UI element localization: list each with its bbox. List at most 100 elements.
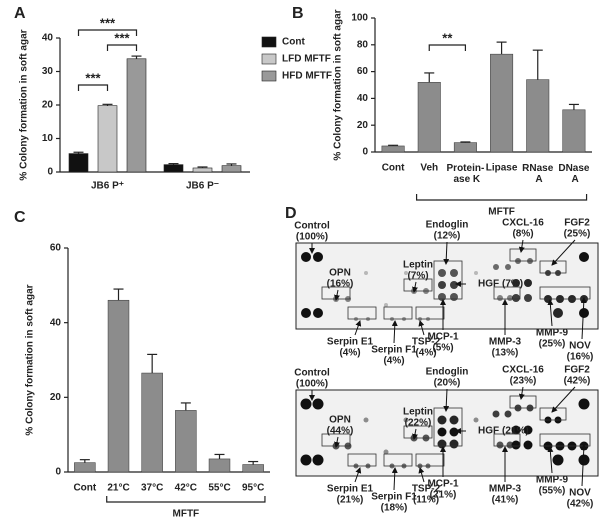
- y-axis-label: % Colony formation in soft agar: [19, 29, 30, 180]
- spot-name: FGF2: [564, 218, 590, 229]
- x-tick-label: Cont: [382, 163, 405, 174]
- spot-name: TSP-2: [412, 484, 441, 495]
- arrow: [443, 388, 450, 412]
- blot-spot: [578, 454, 590, 466]
- blot-spot: [301, 308, 311, 318]
- panel-label: A: [14, 5, 26, 22]
- blot-spot: [312, 454, 324, 466]
- significance-label: ***: [85, 70, 101, 85]
- bar: [68, 153, 89, 173]
- spot-percent: (7%): [407, 271, 428, 282]
- blot-spot: [438, 293, 446, 301]
- bar: [97, 105, 118, 173]
- blot-spot: [504, 410, 512, 418]
- spot-name: Control: [294, 368, 330, 379]
- spot-name: MMP-9: [536, 328, 569, 339]
- blot-spot: [449, 427, 459, 437]
- blot-spot: [450, 269, 458, 277]
- blot-spot: [505, 264, 511, 270]
- blot-spot: [403, 417, 409, 423]
- blot-spot: [437, 439, 447, 449]
- blot-spot: [404, 271, 408, 275]
- spot-box: [403, 278, 433, 292]
- blot-spot: [578, 398, 590, 410]
- arrow: [391, 467, 398, 491]
- significance-bracket: [77, 29, 138, 36]
- significance-label: ***: [114, 30, 130, 45]
- spot-percent: (100%): [296, 232, 328, 243]
- spot-box: [539, 433, 591, 447]
- x-tick-label: JB6 P⁻: [186, 181, 219, 192]
- spot-percent: (42%): [567, 499, 594, 510]
- blot-spot: [474, 271, 478, 275]
- spot-box: [383, 453, 413, 467]
- legend-label: Cont: [282, 37, 305, 48]
- bar: [562, 109, 586, 153]
- spot-percent: (8%): [512, 229, 533, 240]
- y-tick-label: 40: [50, 317, 62, 328]
- spot-percent: (42%): [564, 376, 591, 387]
- bar: [163, 164, 184, 173]
- spot-name: Serpin F1: [371, 492, 417, 503]
- spot-percent: (100%): [296, 379, 328, 390]
- bar: [208, 458, 231, 473]
- spot-box: [347, 306, 377, 320]
- bar: [242, 464, 264, 473]
- bar: [74, 462, 96, 473]
- bar: [526, 79, 550, 153]
- blot-spot: [511, 425, 521, 435]
- blot-spot: [492, 410, 500, 418]
- blot-spot: [497, 295, 503, 301]
- blot: [295, 389, 599, 477]
- spot-name: Leptin: [403, 260, 433, 271]
- spot-box: [347, 453, 377, 467]
- spot-name: Control: [294, 221, 330, 232]
- blot-spot: [437, 415, 447, 425]
- group-label: MFTF: [173, 509, 200, 520]
- x-tick-label: Lipase: [486, 163, 518, 174]
- spot-name: MMP-9: [536, 475, 569, 486]
- spot-name: MMP-3: [489, 484, 522, 495]
- spot-percent: (5%): [432, 343, 453, 354]
- x-tick-label: JB6 P⁺: [91, 181, 124, 192]
- arrow: [551, 386, 576, 413]
- blot-spot: [524, 279, 532, 287]
- arrow: [443, 241, 450, 265]
- spot-percent: (12%): [434, 231, 461, 242]
- arrow: [334, 289, 340, 301]
- panel-label: B: [292, 5, 304, 22]
- spot-name: CXCL-16: [502, 365, 544, 376]
- arrow: [412, 428, 418, 440]
- arrow: [551, 239, 576, 266]
- blot-spot: [473, 417, 479, 423]
- spot-name: Leptin: [403, 407, 433, 418]
- blot-spot: [579, 308, 589, 318]
- spot-percent: (20%): [434, 378, 461, 389]
- spot-percent: (18%): [381, 503, 408, 514]
- blot-spot: [553, 308, 563, 318]
- group-label: MFTF: [488, 207, 515, 218]
- spot-name: OPN: [329, 415, 351, 426]
- y-tick-label: 0: [55, 467, 61, 478]
- blot-spot: [438, 269, 446, 277]
- arrow: [418, 467, 425, 483]
- significance-bracket: [106, 44, 138, 51]
- spot-percent: (7%): [502, 279, 523, 290]
- spot-percent: (23%): [510, 376, 537, 387]
- blot-spot: [449, 439, 459, 449]
- blot-spot: [579, 252, 589, 262]
- significance-bracket: [77, 84, 109, 91]
- spot-percent: (21%): [430, 490, 457, 501]
- spot-percent: (4%): [415, 348, 436, 359]
- bar: [141, 372, 163, 473]
- blot-spot: [512, 279, 520, 287]
- bar: [126, 58, 147, 173]
- bar: [381, 145, 405, 153]
- spot-percent: (16%): [567, 352, 594, 363]
- spot-percent: (44%): [327, 426, 354, 437]
- group-bracket: [106, 496, 266, 503]
- blot-spot: [523, 440, 533, 450]
- bar: [453, 142, 477, 153]
- arrow: [334, 436, 340, 448]
- spot-name: OPN: [329, 268, 351, 279]
